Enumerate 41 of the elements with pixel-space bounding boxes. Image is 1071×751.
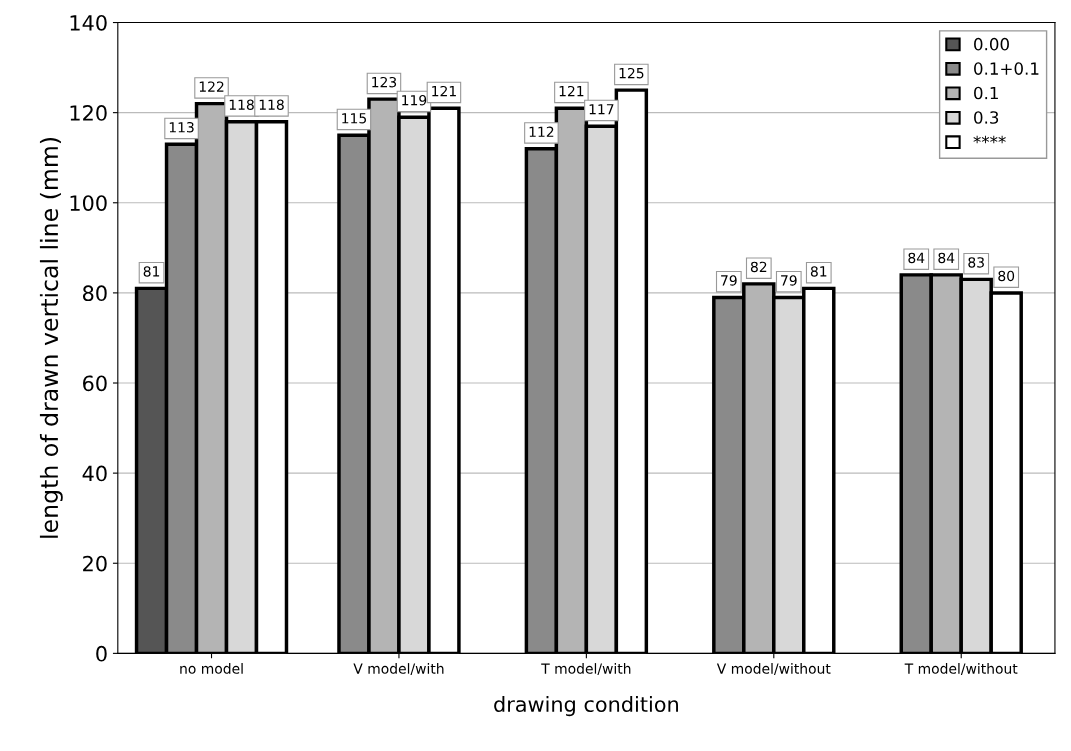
y-tick-label: 60 <box>83 375 107 392</box>
data-label: 121 <box>559 85 584 97</box>
x-axis-title: drawing condition <box>494 695 678 717</box>
data-label: 81 <box>810 266 827 277</box>
y-tick-label: 20 <box>83 555 107 572</box>
legend-label: 0.3 <box>974 111 999 124</box>
data-label: 121 <box>432 85 456 97</box>
y-tick-label: 120 <box>70 105 107 121</box>
data-label: 112 <box>529 126 554 137</box>
x-tick-label: V model/without <box>716 663 831 675</box>
legend-label: **** <box>973 135 1006 144</box>
data-label: 113 <box>169 121 194 133</box>
data-label: 84 <box>908 252 925 264</box>
y-axis-title: length of drawn vertical line (mm) <box>39 137 63 538</box>
x-tick-label: T model/without <box>904 663 1018 675</box>
x-tick-label: V model/with <box>353 663 444 675</box>
x-tick-label: no model <box>180 663 243 674</box>
y-tick-label: 40 <box>82 465 107 482</box>
data-label: 83 <box>968 257 984 268</box>
legend-label: 0.1 <box>974 86 998 100</box>
data-label: 123 <box>372 76 397 88</box>
data-label: 125 <box>619 67 644 79</box>
data-label: 84 <box>938 252 955 264</box>
data-label: 79 <box>781 275 797 286</box>
y-tick-label: 140 <box>70 14 107 31</box>
data-label: 80 <box>998 270 1015 282</box>
data-label: 79 <box>721 275 737 286</box>
y-tick-label: 0 <box>96 645 107 662</box>
data-label: 119 <box>402 94 427 106</box>
data-label: 82 <box>750 261 767 273</box>
data-label: 122 <box>199 81 224 92</box>
data-label: 117 <box>589 104 614 115</box>
legend-label: 0.1+0.1 <box>974 62 1039 75</box>
data-label: 118 <box>259 99 284 110</box>
legend-label: 0.00 <box>974 37 1009 51</box>
data-label: 81 <box>143 266 160 277</box>
y-tick-label: 80 <box>82 285 107 302</box>
x-tick-label: T model/with <box>541 663 631 675</box>
data-label: 115 <box>342 113 367 124</box>
data-label: 118 <box>229 99 254 110</box>
y-tick-label: 100 <box>70 195 107 211</box>
